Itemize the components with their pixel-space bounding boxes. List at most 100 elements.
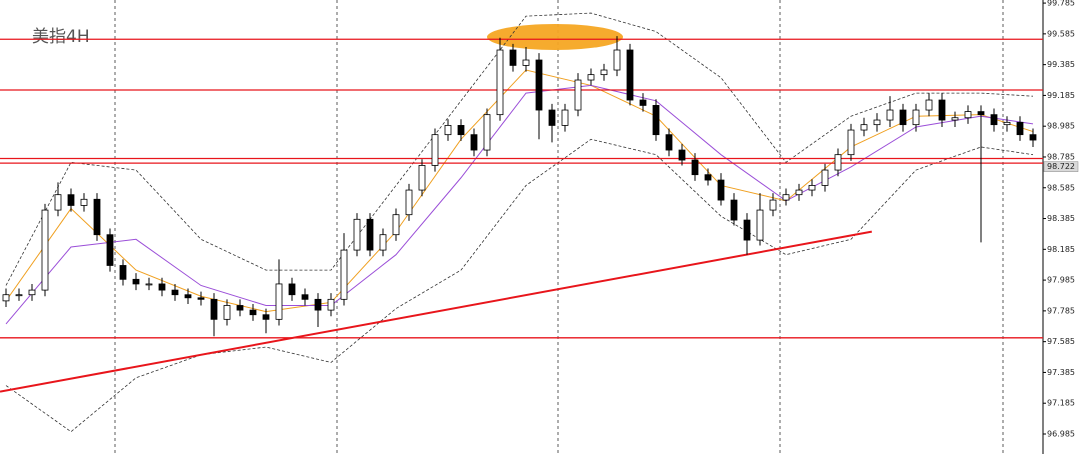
candle-body <box>574 79 582 111</box>
candle-body <box>119 265 127 280</box>
candle-body <box>704 174 712 181</box>
y-tick-label: 99.785 <box>1047 0 1075 8</box>
candle-body <box>990 114 998 126</box>
candle-body <box>197 297 205 300</box>
candle-body <box>977 111 985 116</box>
candle-body <box>314 298 322 311</box>
y-tick-label: 98.185 <box>1047 245 1075 254</box>
candle-body <box>405 189 413 216</box>
candle-body <box>795 189 803 196</box>
candle-body <box>886 109 894 121</box>
overlay-line <box>5 138 1034 433</box>
candle-body <box>41 209 49 291</box>
candle-body <box>522 59 530 66</box>
y-tick-label: 99.185 <box>1047 91 1075 100</box>
candle-body <box>782 194 790 201</box>
candle-body <box>366 218 374 251</box>
candle-body <box>535 59 543 111</box>
candle-body <box>821 169 829 186</box>
candle-body <box>912 109 920 126</box>
last-price-label: 98.722 <box>1047 162 1075 171</box>
candle-body <box>561 109 569 126</box>
candle-body <box>639 99 647 106</box>
candle-body <box>275 283 283 320</box>
candle-body <box>392 214 400 236</box>
candle-body <box>548 109 556 126</box>
candle-body <box>665 134 673 151</box>
candle-body <box>1003 121 1011 126</box>
last-price-box <box>1043 161 1079 172</box>
candle-body <box>925 99 933 111</box>
candle-body <box>262 314 270 320</box>
candle-body <box>28 289 36 296</box>
candle-body <box>808 185 816 191</box>
overlay-line <box>5 12 1034 286</box>
y-tick-label: 98.585 <box>1047 183 1075 192</box>
candle-body <box>444 125 452 136</box>
candle-body <box>743 219 751 241</box>
y-tick-label: 97.585 <box>1047 337 1075 346</box>
y-tick-label: 97.185 <box>1047 399 1075 408</box>
candle-body <box>470 134 478 151</box>
candle-body <box>327 298 335 311</box>
y-tick-label: 96.985 <box>1047 429 1075 438</box>
candle-body <box>15 294 23 297</box>
candle-body <box>847 129 855 156</box>
candle-body <box>210 298 218 320</box>
candle-body <box>67 194 75 206</box>
vertical-grid <box>114 0 1004 454</box>
candle-body <box>184 294 192 299</box>
y-tick-label: 99.585 <box>1047 29 1075 38</box>
candle-body <box>834 154 842 171</box>
candle-body <box>301 294 309 300</box>
candle-body <box>756 209 764 241</box>
overlay-line <box>5 84 1034 325</box>
candle-body <box>93 198 101 236</box>
candle-body <box>652 105 660 136</box>
candle-body <box>938 99 946 121</box>
candle-body <box>106 234 114 266</box>
candle-body <box>288 283 296 296</box>
candle-body <box>431 134 439 166</box>
candle-body <box>730 199 738 221</box>
candle-body <box>717 179 725 201</box>
candle-body <box>951 117 959 121</box>
candle-body <box>457 125 465 136</box>
candle-body <box>236 305 244 311</box>
y-tick-label: 99.385 <box>1047 60 1075 69</box>
candle-body <box>158 283 166 291</box>
candle-body <box>587 74 595 81</box>
candle-body <box>1029 134 1037 141</box>
candle-body <box>769 199 777 211</box>
candle-body <box>626 49 634 101</box>
y-tick-label: 97.785 <box>1047 306 1075 315</box>
candle-body <box>2 294 10 302</box>
candle-body <box>340 249 348 300</box>
y-tick-label: 98.985 <box>1047 122 1075 131</box>
candle-body <box>54 194 62 211</box>
candle-body <box>379 234 387 251</box>
candle-body <box>873 119 881 126</box>
y-tick-label: 98.785 <box>1047 152 1075 161</box>
candle-body <box>678 149 686 161</box>
candle-body <box>899 109 907 126</box>
candle-body <box>223 305 231 320</box>
candle-body <box>483 114 491 151</box>
candle-body <box>1016 121 1024 136</box>
highlight-ellipse <box>487 24 623 50</box>
y-tick-label: 97.985 <box>1047 276 1075 285</box>
candle-body <box>509 49 517 66</box>
candle-body <box>496 49 504 116</box>
candle-body <box>249 309 257 316</box>
candle-body <box>80 198 88 206</box>
candle-body <box>353 218 361 251</box>
candle-body <box>418 165 426 191</box>
candle-body <box>600 69 608 76</box>
candle-body <box>132 278 140 285</box>
y-tick-label: 98.385 <box>1047 214 1075 223</box>
chart-title: 美指4H <box>32 27 90 47</box>
candle-body <box>171 289 179 296</box>
candle-body <box>145 283 153 286</box>
trend-line <box>0 230 872 393</box>
